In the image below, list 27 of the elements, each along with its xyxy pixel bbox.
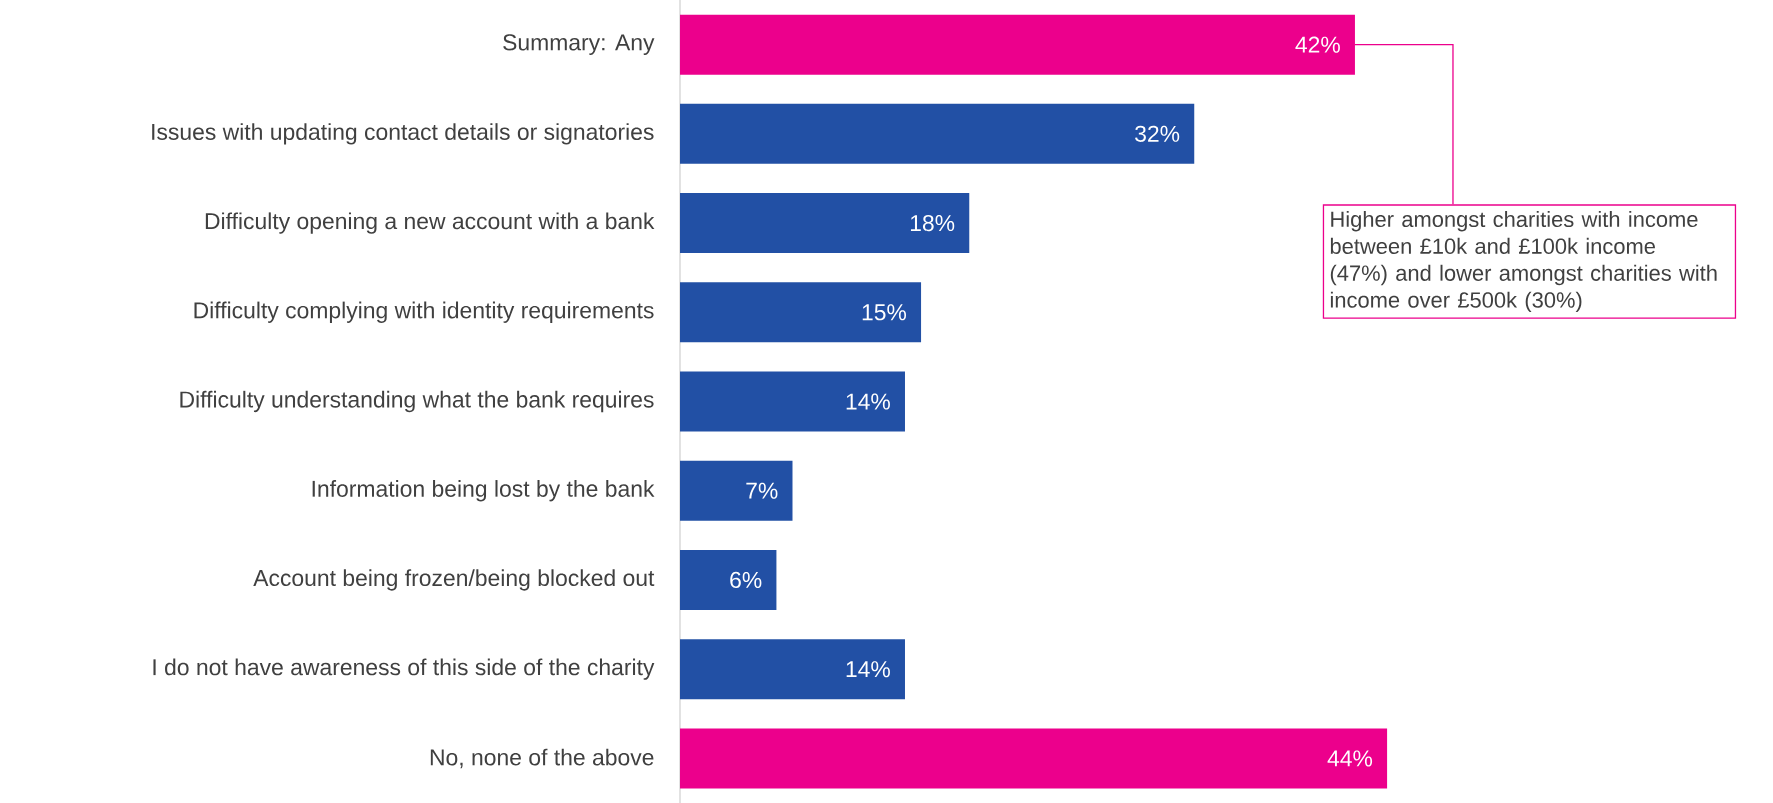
y-tick-label: Difficulty opening a new account with a bank (205, 212, 655, 234)
y-tick-label: Account being frozen/being blocked out (253, 569, 655, 591)
bar (680, 371, 905, 432)
y-tick-label: Information being lost by the bank (312, 480, 655, 502)
data-label: 6% (730, 571, 762, 589)
data-label: 44% (1327, 750, 1373, 767)
y-tick-label: Summary: Any (503, 34, 655, 55)
bar (680, 193, 970, 254)
data-label: 7% (746, 482, 778, 499)
annotation: Higher amongst charities with income between £10k and £100k income (47%) and lower amongst charities with income over £500k (30%) (1330, 210, 1717, 313)
y-tick-label: Issues with updating contact details or signatories (152, 123, 654, 145)
bar (680, 103, 1195, 164)
bar (680, 460, 793, 521)
data-label: 32% (1135, 125, 1180, 142)
data-label: 15% (862, 304, 907, 321)
bar (680, 728, 1388, 789)
data-label: 42% (1295, 36, 1340, 53)
y-tick-label: Difficulty understanding what the bank requires (180, 390, 654, 413)
y-tick-label: Difficulty complying with identity requirements (194, 301, 654, 323)
data-label: 14% (846, 661, 890, 678)
y-tick-label: No, none of the above (430, 748, 654, 769)
y-tick-label: I do not have awareness of this side of the charity (153, 658, 655, 680)
bar (680, 282, 922, 343)
bar (680, 639, 905, 700)
data-label: 14% (846, 393, 890, 410)
bar (680, 549, 777, 610)
data-label: 18% (910, 214, 955, 232)
